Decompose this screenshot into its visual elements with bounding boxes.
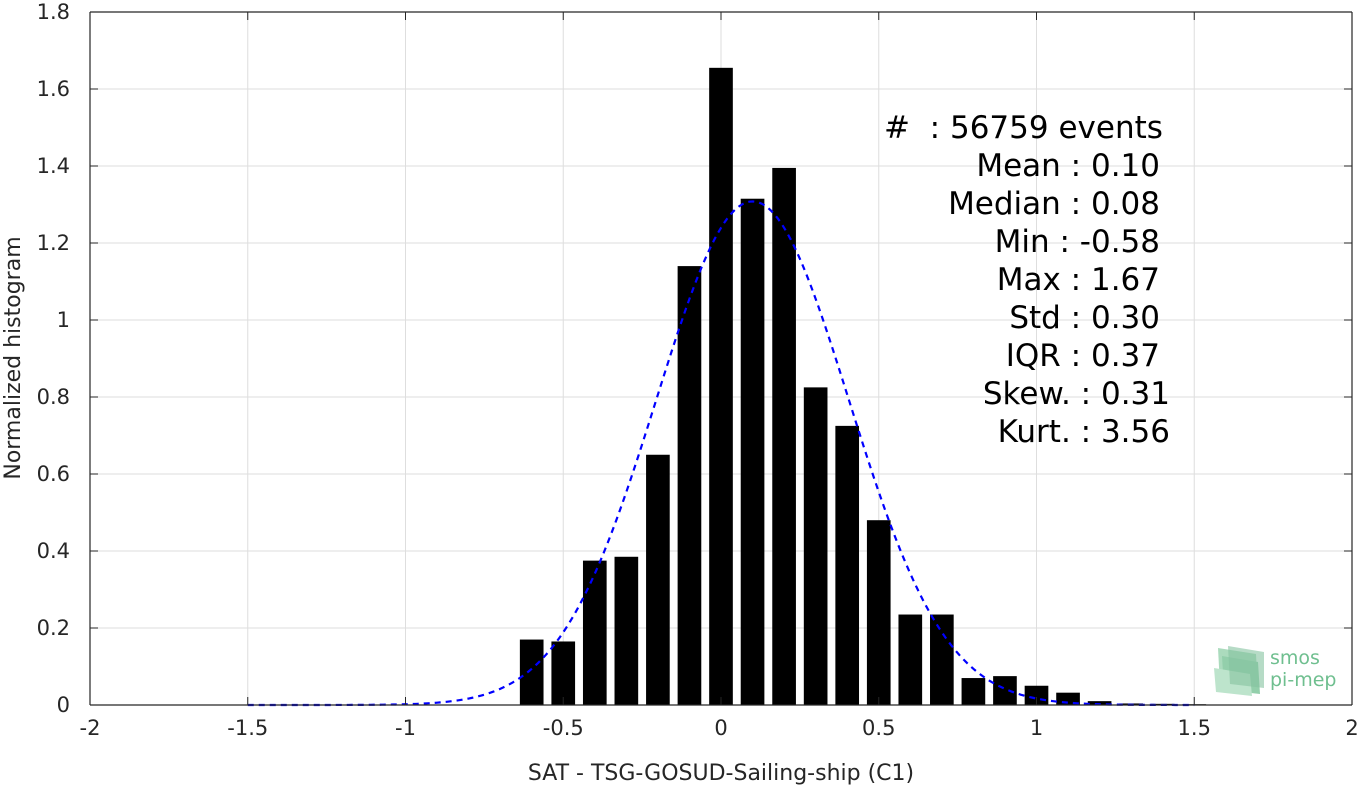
y-axis-label: Normalized histogram [1,236,26,479]
y-tick-label: 1 [57,308,70,332]
y-tick-label: 0.6 [37,462,70,486]
logo-icon [1214,646,1264,696]
histogram-bar [930,614,954,705]
stat-std: Std : 0.30 [1009,300,1160,336]
y-tick-label: 0 [57,693,70,717]
histogram-bar [835,425,860,705]
histogram-bar [646,454,670,705]
stat-mean: Mean : 0.10 [976,148,1160,184]
x-tick-label: -1.5 [227,716,268,740]
y-tick-label: 0.4 [37,539,70,563]
histogram-bar [898,614,923,705]
y-tick-label: 0.2 [37,616,70,640]
y-tick-label: 1.2 [37,231,70,255]
statistics-box: # : 56759 events Mean : 0.10 Median : 0.… [884,110,1170,450]
x-tick-label: 0 [714,716,727,740]
x-tick-label: 1.5 [1178,716,1211,740]
histogram-bar [740,198,765,705]
axes-frame [89,11,1353,706]
stat-skew: Skew. : 0.31 [983,376,1170,412]
x-tick-labels: -2 -1.5 -1 -0.5 0 0.5 1 1.5 2 [80,716,1359,740]
stat-min: Min : -0.58 [995,224,1160,260]
stat-events: # : 56759 events [884,110,1163,146]
y-tick-label: 1.4 [37,154,70,178]
x-tick-label: 2 [1345,716,1358,740]
logo-line1: smos [1270,647,1320,669]
x-tick-label: -1 [395,716,416,740]
y-tick-label: 1.8 [37,0,70,24]
histogram-bar [614,556,639,705]
histogram-bar [519,639,544,705]
histogram-bar [709,67,733,705]
histogram-bar [803,387,828,705]
smos-pi-mep-logo: smos pi-mep [1214,646,1336,696]
histogram-bar [772,167,796,706]
stat-kurt: Kurt. : 3.56 [998,414,1170,450]
logo-line2: pi-mep [1270,669,1336,691]
y-tick-labels: 0 0.2 0.4 0.6 0.8 1 1.2 1.4 1.6 1.8 [37,0,70,717]
stat-iqr: IQR : 0.37 [1006,338,1160,374]
histogram-bar [961,678,986,705]
stat-median: Median : 0.08 [948,186,1160,222]
histogram-bar [866,520,891,705]
y-tick-label: 1.6 [37,77,70,101]
histogram-bar [551,641,576,705]
x-tick-label: 0.5 [862,716,895,740]
histogram-bar [1087,701,1112,705]
x-tick-label: -0.5 [543,716,584,740]
x-tick-label: 1 [1030,716,1043,740]
x-axis-label: SAT - TSG-GOSUD-Sailing-ship (C1) [528,761,914,786]
stat-max: Max : 1.67 [997,262,1160,298]
y-tick-label: 0.8 [37,385,70,409]
histogram-bar [993,676,1017,705]
x-tick-label: -2 [80,716,101,740]
histogram-bar [582,560,607,705]
histogram-bar [677,266,702,705]
histogram-bars [519,67,1207,706]
